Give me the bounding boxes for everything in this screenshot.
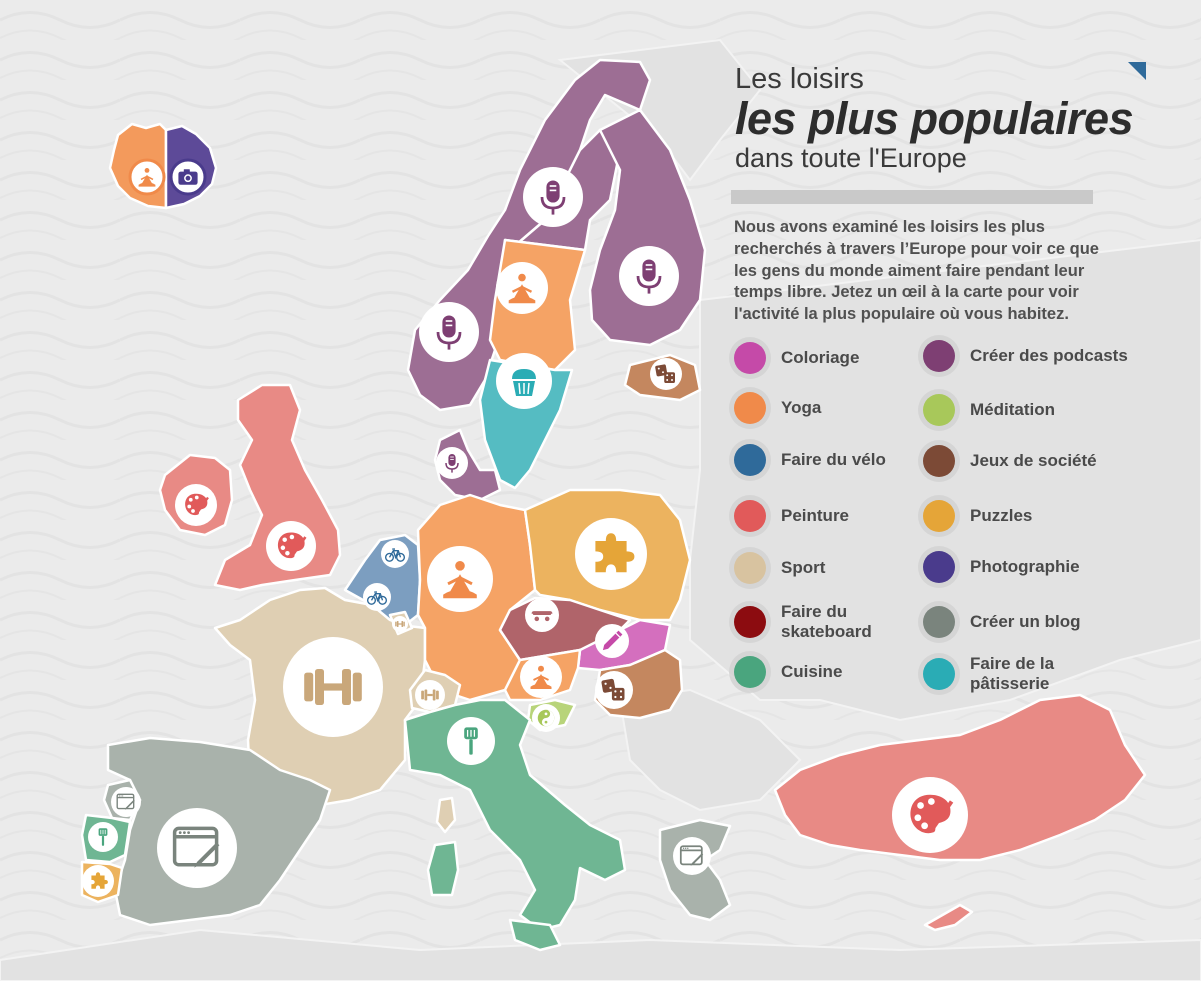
marker-spain[interactable] [157,808,237,888]
marker-belgium[interactable] [363,583,391,611]
marker-portugal-south[interactable] [82,865,114,897]
marker-uk[interactable] [266,521,316,571]
corner-triangle [1128,62,1146,80]
marker-czechia[interactable] [525,598,559,632]
legend-swatch [734,500,766,532]
legend-swatch [734,392,766,424]
title-line1: Les loisirs [735,63,864,95]
legend-item-skateboard: Faire du skateboard [734,602,881,642]
marker-netherlands[interactable] [381,540,409,568]
country-corsica[interactable] [435,796,457,834]
legend: Coloriage Yoga Faire du vélo Peinture Sp… [730,338,1170,698]
legend-swatch [923,445,955,477]
legend-item-sport: Sport [734,552,926,584]
country-cyprus[interactable] [923,903,974,932]
marker-romania[interactable] [595,671,633,709]
title-line3: dans toute l'Europe [735,143,967,173]
legend-label: Peinture [781,506,850,525]
legend-item-puzzles: Puzzles [923,500,1115,532]
legend-item-yoga: Yoga [734,392,926,424]
marker-greece[interactable] [673,837,711,875]
country-sicily[interactable] [508,918,562,952]
yin-yang-icon [537,709,555,727]
legend-item-blog: Créer un blog [923,606,1115,638]
legend-swatch [734,656,766,688]
title-block: Les loisirs les plus populaires dans tou… [735,62,1134,174]
legend-label: Faire du vélo [781,450,886,469]
legend-label: Coloriage [781,348,860,367]
country-sardinia[interactable] [426,840,460,897]
marker-norway-north[interactable] [523,167,583,227]
marker-germany[interactable] [427,546,493,612]
legend-swatch [923,551,955,583]
legend-item-jeux: Jeux de société [923,445,1170,477]
marker-luxembourg[interactable] [392,616,408,632]
legend-item-photographie: Photographie [923,551,1115,583]
title-divider [731,190,1093,204]
legend-swatch [923,606,955,638]
legend-label: Yoga [781,398,822,417]
legend-swatch [734,552,766,584]
legend-item-coloriage: Coloriage [734,342,926,374]
legend-swatch [923,658,955,690]
marker-iceland-yoga[interactable] [128,158,166,196]
marker-portugal-north[interactable] [111,787,141,817]
marker-sweden-baking[interactable] [496,353,552,409]
legend-swatch [923,340,955,372]
legend-label: Cuisine [781,662,843,681]
legend-label: Photographie [970,557,1080,576]
legend-item-velo: Faire du vélo [734,444,926,476]
marker-estonia[interactable] [650,358,682,390]
marker-iceland-photo[interactable] [169,158,207,196]
marker-finland[interactable] [619,246,679,306]
marker-austria[interactable] [520,656,562,698]
legend-label: Créer des podcasts [970,346,1128,365]
legend-swatch [734,606,766,638]
legend-item-cuisine: Cuisine [734,656,926,688]
legend-swatch [923,500,955,532]
marker-norway-south[interactable] [419,302,479,362]
legend-swatch [923,394,955,426]
cupcake-icon [511,368,537,397]
legend-item-podcasts: Créer des podcasts [923,340,1170,372]
icon-markers [82,158,968,897]
legend-label: Sport [781,558,826,577]
legend-label: Jeux de société [970,451,1097,470]
marker-italy[interactable] [447,717,495,765]
country-turkey[interactable] [773,693,1147,862]
legend-label: Méditation [970,400,1055,419]
title-line2: les plus populaires [735,93,1134,144]
intro-text: Nous avons examiné les loisirs les plus … [734,218,1099,324]
legend-swatch [734,444,766,476]
marker-turkey[interactable] [892,777,968,853]
marker-switzerland[interactable] [415,680,445,710]
marker-sweden-yoga[interactable] [496,262,548,314]
marker-france[interactable] [283,637,383,737]
legend-swatch [734,342,766,374]
legend-item-meditation: Méditation [923,394,1115,426]
legend-label: Faire du skateboard [781,602,872,641]
legend-item-peinture: Peinture [734,500,926,532]
marker-denmark[interactable] [436,447,468,479]
marker-slovenia[interactable] [532,704,560,732]
marker-poland[interactable] [575,518,647,590]
legend-label: Faire de la pâtisserie [970,654,1055,693]
legend-label: Créer un blog [970,612,1081,631]
legend-label: Puzzles [970,506,1033,525]
marker-hungary[interactable] [595,624,629,658]
marker-portugal-middle[interactable] [88,822,118,852]
marker-ireland[interactable] [175,484,217,526]
legend-item-patisserie: Faire de la pâtisserie [923,654,1080,694]
